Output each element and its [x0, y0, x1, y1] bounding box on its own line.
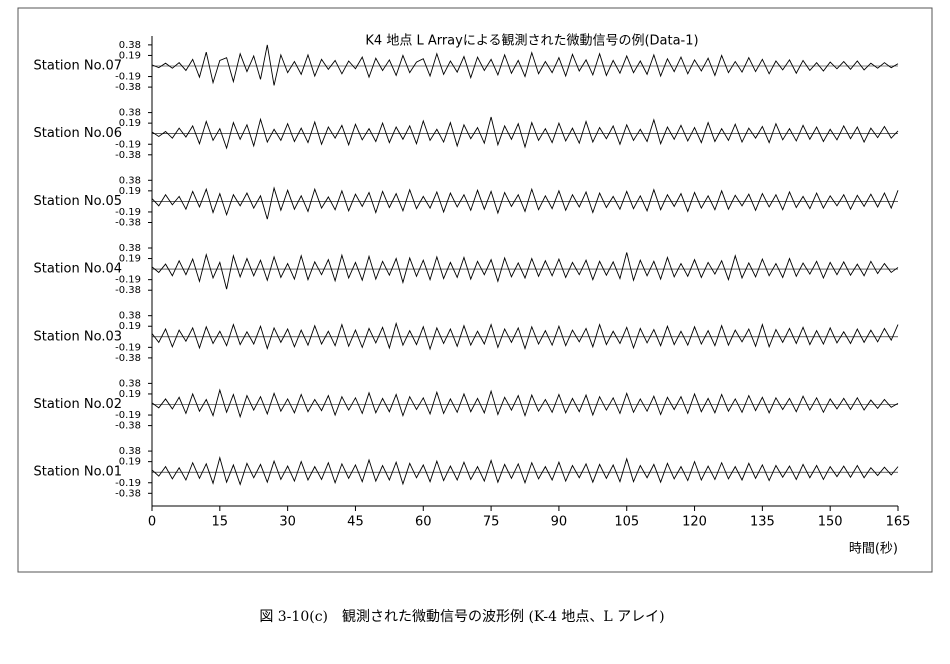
waveform — [151, 44, 899, 86]
series-label: Station No.03 — [34, 329, 122, 344]
series-label: Station No.07 — [34, 59, 122, 74]
y-tick-label: 0.38 — [119, 311, 141, 322]
y-tick-label: -0.38 — [115, 285, 141, 296]
y-tick-label: 0.19 — [119, 254, 141, 265]
series-label: Station No.04 — [34, 262, 122, 277]
waveform — [151, 456, 899, 486]
y-tick-label: -0.38 — [115, 353, 141, 364]
frame — [17, 7, 933, 573]
y-tick-label: 0.38 — [119, 446, 141, 457]
y-tick-label: 0.38 — [119, 40, 141, 51]
caption: 図 3-10(c) 観測された微動信号の波形例 (K-4 地点、L アレイ) — [259, 608, 664, 625]
series-label: Station No.05 — [34, 194, 122, 209]
x-tick-label: 0 — [148, 515, 156, 530]
y-tick-label: -0.38 — [115, 421, 141, 432]
y-tick-label: -0.38 — [115, 218, 141, 229]
x-tick-label: 75 — [483, 515, 500, 530]
x-tick-label: 120 — [682, 515, 707, 530]
waveform — [151, 252, 899, 290]
series-label: Station No.01 — [34, 465, 122, 480]
y-tick-label: 0.38 — [119, 243, 141, 254]
y-tick-label: 0.38 — [119, 108, 141, 119]
y-tick-label: 0.19 — [119, 321, 141, 332]
y-tick-label: -0.19 — [115, 207, 141, 218]
y-tick-label: -0.38 — [115, 150, 141, 161]
y-tick-label: 0.19 — [119, 389, 141, 400]
y-tick-label: 0.38 — [119, 175, 141, 186]
y-tick-label: -0.38 — [115, 82, 141, 93]
y-tick-label: 0.19 — [119, 50, 141, 61]
x-tick-label: 150 — [818, 515, 843, 530]
x-tick-label: 105 — [614, 515, 639, 530]
y-tick-label: -0.19 — [115, 139, 141, 150]
x-tick-label: 165 — [886, 515, 911, 530]
y-tick-label: 0.38 — [119, 378, 141, 389]
chart-title: K4 地点 L Arrayによる観測された微動信号の例(Data-1) — [365, 34, 698, 49]
y-tick-label: -0.19 — [115, 478, 141, 489]
x-tick-label: 60 — [415, 515, 432, 530]
y-tick-label: 0.19 — [119, 118, 141, 129]
waveform — [151, 388, 899, 419]
waveform — [151, 186, 899, 220]
series-label: Station No.02 — [34, 397, 122, 412]
x-tick-label: 90 — [551, 515, 568, 530]
y-tick-label: 0.19 — [119, 186, 141, 197]
waveform — [151, 321, 899, 351]
y-tick-label: 0.19 — [119, 457, 141, 468]
y-tick-label: -0.19 — [115, 410, 141, 421]
y-tick-label: -0.19 — [115, 342, 141, 353]
y-tick-label: -0.19 — [115, 275, 141, 286]
x-tick-label: 15 — [212, 515, 229, 530]
x-axis-label: 時間(秒) — [849, 542, 898, 557]
x-tick-label: 45 — [347, 515, 364, 530]
x-tick-label: 135 — [750, 515, 775, 530]
y-tick-label: -0.38 — [115, 488, 141, 499]
series-label: Station No.06 — [34, 126, 122, 141]
x-tick-label: 30 — [279, 515, 296, 530]
y-tick-label: -0.19 — [115, 72, 141, 83]
waveform — [151, 116, 899, 150]
